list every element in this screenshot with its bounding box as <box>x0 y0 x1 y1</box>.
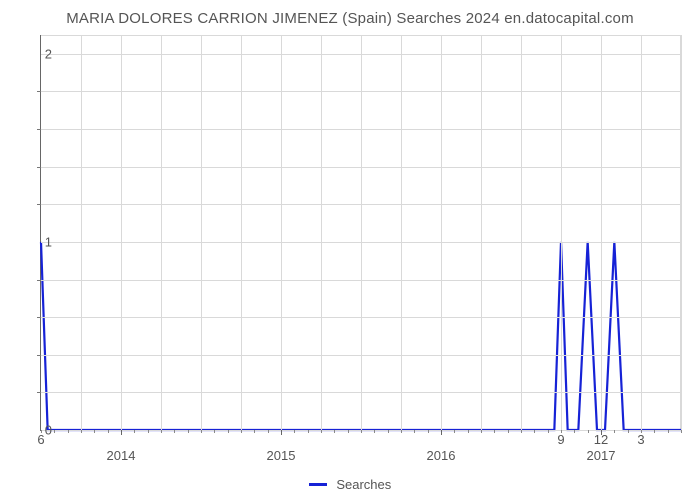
x-minor-tick <box>294 430 295 433</box>
grid-line-h-minor <box>41 280 681 281</box>
plot-area: 201420152016201769123 <box>40 35 681 431</box>
x-minor-tick <box>348 430 349 433</box>
grid-line-h-minor <box>41 355 681 356</box>
x-minor-tick <box>681 430 682 433</box>
y-minor-tick <box>37 91 41 92</box>
x-extra-label: 3 <box>637 432 644 447</box>
x-tick-label: 2014 <box>107 448 136 463</box>
grid-line-v <box>521 35 522 430</box>
grid-line-h-minor <box>41 392 681 393</box>
grid-line-v <box>561 35 562 430</box>
grid-line-v <box>441 35 442 430</box>
x-minor-tick <box>161 430 162 433</box>
y-minor-tick <box>37 204 41 205</box>
y-minor-tick <box>37 317 41 318</box>
x-minor-tick <box>654 430 655 433</box>
grid-line-v <box>281 35 282 430</box>
grid-line-v <box>601 35 602 430</box>
x-minor-tick <box>308 430 309 433</box>
grid-line-h-minor <box>41 167 681 168</box>
x-minor-tick <box>508 430 509 433</box>
legend-label: Searches <box>336 477 391 492</box>
grid-line-v <box>401 35 402 430</box>
x-minor-tick <box>401 430 402 433</box>
grid-line-h <box>41 242 681 243</box>
x-minor-tick <box>81 430 82 433</box>
grid-line-v <box>361 35 362 430</box>
grid-line-v <box>81 35 82 430</box>
x-minor-tick <box>68 430 69 433</box>
legend-swatch <box>309 483 327 486</box>
x-major-tick <box>441 430 442 435</box>
x-minor-tick <box>574 430 575 433</box>
grid-line-v <box>161 35 162 430</box>
x-minor-tick <box>388 430 389 433</box>
x-minor-tick <box>254 430 255 433</box>
x-minor-tick <box>214 430 215 433</box>
y-tick-label: 1 <box>45 234 52 249</box>
x-minor-tick <box>521 430 522 433</box>
x-major-tick <box>281 430 282 435</box>
x-minor-tick <box>414 430 415 433</box>
y-minor-tick <box>37 129 41 130</box>
grid-line-h-minor <box>41 129 681 130</box>
y-tick-label: 0 <box>45 423 52 438</box>
x-tick-label: 2015 <box>267 448 296 463</box>
grid-line-v <box>321 35 322 430</box>
searches-line-chart: MARIA DOLORES CARRION JIMENEZ (Spain) Se… <box>0 0 700 500</box>
grid-line-v <box>121 35 122 430</box>
grid-line-h-minor <box>41 91 681 92</box>
grid-line-v <box>681 35 682 430</box>
x-minor-tick <box>94 430 95 433</box>
x-minor-tick <box>468 430 469 433</box>
x-extra-label: 6 <box>37 432 44 447</box>
x-minor-tick <box>481 430 482 433</box>
x-minor-tick <box>228 430 229 433</box>
x-minor-tick <box>108 430 109 433</box>
x-minor-tick <box>361 430 362 433</box>
x-extra-label: 9 <box>557 432 564 447</box>
grid-line-v <box>241 35 242 430</box>
legend: Searches <box>0 476 700 492</box>
x-minor-tick <box>188 430 189 433</box>
x-minor-tick <box>241 430 242 433</box>
x-minor-tick <box>428 430 429 433</box>
x-minor-tick <box>494 430 495 433</box>
x-minor-tick <box>374 430 375 433</box>
x-minor-tick <box>148 430 149 433</box>
x-minor-tick <box>534 430 535 433</box>
grid-line-v <box>641 35 642 430</box>
y-minor-tick <box>37 392 41 393</box>
x-minor-tick <box>454 430 455 433</box>
grid-line-v <box>201 35 202 430</box>
y-minor-tick <box>37 167 41 168</box>
x-extra-label: 12 <box>594 432 608 447</box>
x-tick-label: 2016 <box>427 448 456 463</box>
x-tick-label: 2017 <box>587 448 616 463</box>
x-minor-tick <box>201 430 202 433</box>
x-minor-tick <box>268 430 269 433</box>
grid-line-h <box>41 54 681 55</box>
x-minor-tick <box>321 430 322 433</box>
y-tick-label: 2 <box>45 46 52 61</box>
x-minor-tick <box>588 430 589 433</box>
y-minor-tick <box>37 355 41 356</box>
y-minor-tick <box>37 280 41 281</box>
x-minor-tick <box>628 430 629 433</box>
grid-line-h-minor <box>41 317 681 318</box>
x-minor-tick <box>134 430 135 433</box>
chart-title: MARIA DOLORES CARRION JIMENEZ (Spain) Se… <box>0 0 700 27</box>
x-minor-tick <box>54 430 55 433</box>
x-major-tick <box>121 430 122 435</box>
x-minor-tick <box>174 430 175 433</box>
x-minor-tick <box>668 430 669 433</box>
grid-line-h-minor <box>41 204 681 205</box>
x-minor-tick <box>548 430 549 433</box>
x-minor-tick <box>614 430 615 433</box>
grid-line-v <box>481 35 482 430</box>
x-minor-tick <box>334 430 335 433</box>
